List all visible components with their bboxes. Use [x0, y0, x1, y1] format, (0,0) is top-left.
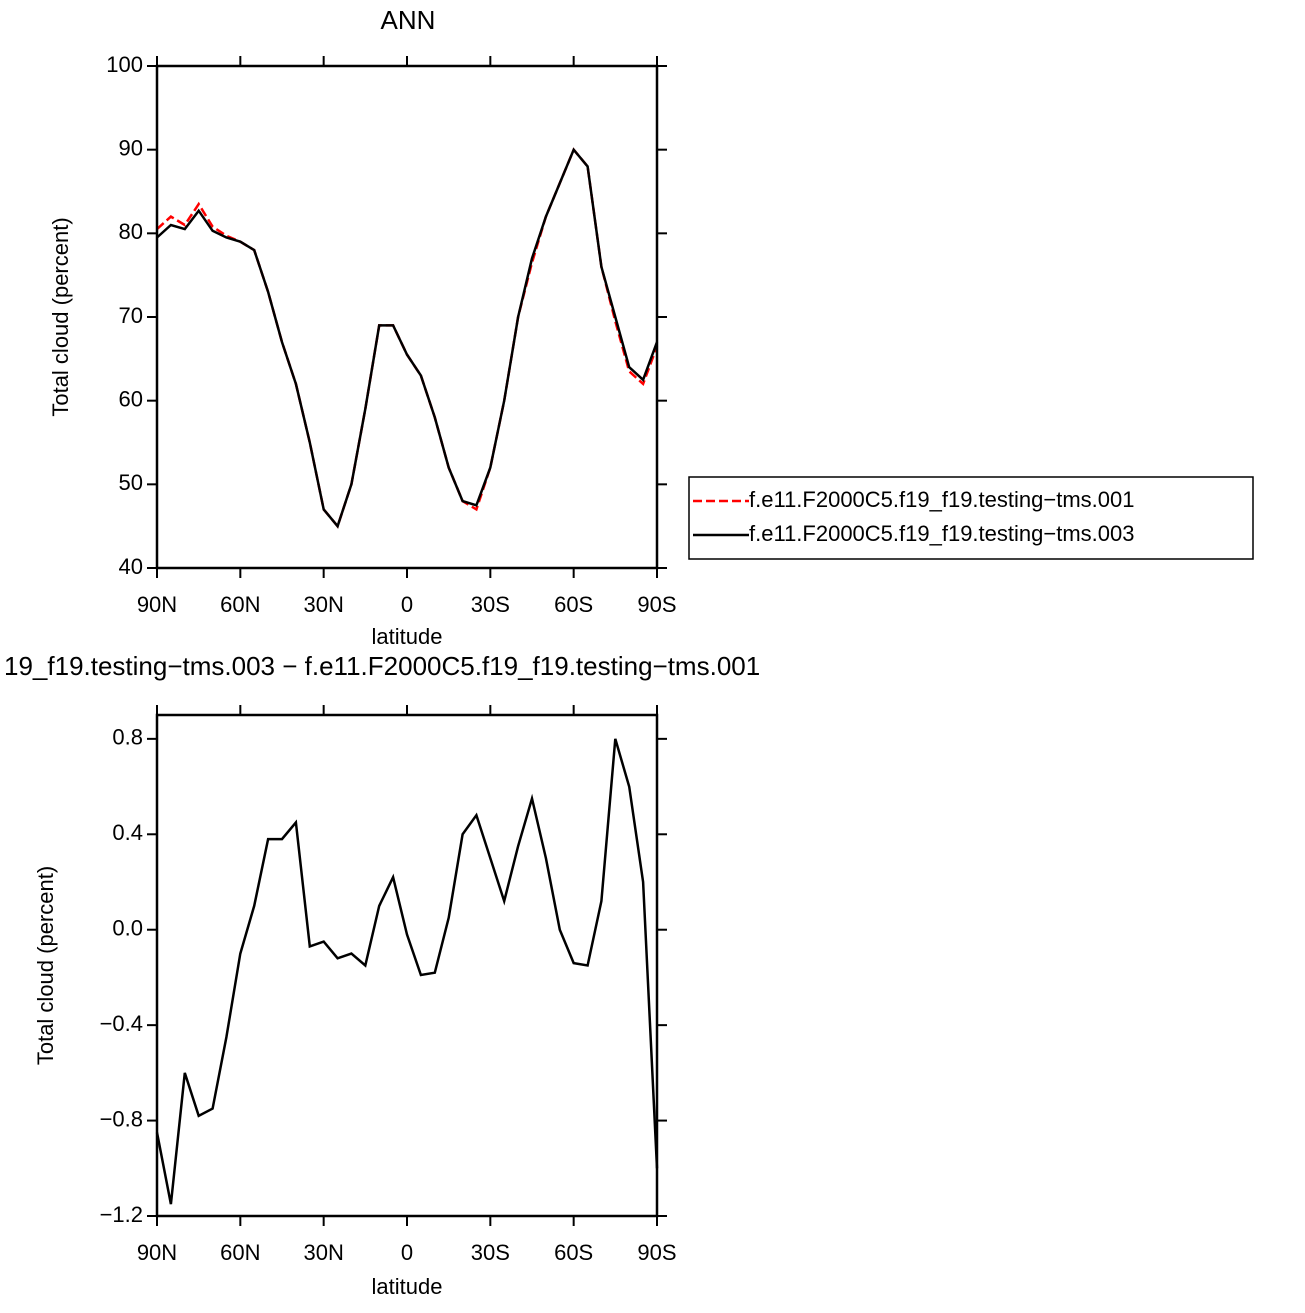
y-axis-label: Total cloud (percent) [33, 866, 58, 1065]
legend-label: f.e11.F2000C5.f19_f19.testing−tms.001 [749, 487, 1134, 512]
x-tick-label: 90S [637, 1240, 676, 1265]
x-tick-label: 0 [401, 592, 413, 617]
y-tick-label: 40 [119, 554, 143, 579]
y-tick-label: 0.0 [112, 916, 143, 941]
x-tick-label: 60S [554, 592, 593, 617]
chart-title: 19_f19.testing−tms.003 − f.e11.F2000C5.f… [4, 651, 760, 681]
y-tick-label: 100 [106, 52, 143, 77]
legend-label: f.e11.F2000C5.f19_f19.testing−tms.003 [749, 521, 1134, 546]
x-tick-label: 60N [220, 1240, 260, 1265]
y-axis-label: Total cloud (percent) [48, 217, 73, 416]
y-tick-label: 0.8 [112, 725, 143, 750]
x-tick-label: 30S [471, 592, 510, 617]
x-tick-label: 30S [471, 1240, 510, 1265]
y-tick-label: −1.2 [100, 1202, 143, 1227]
y-tick-label: 80 [119, 219, 143, 244]
x-axis-label: latitude [372, 1274, 443, 1299]
x-tick-label: 90N [137, 592, 177, 617]
x-tick-label: 90N [137, 1240, 177, 1265]
plot-frame [155, 64, 659, 570]
x-axis-label: latitude [372, 624, 443, 649]
y-tick-label: −0.8 [100, 1106, 143, 1131]
data-line [156, 147, 659, 529]
x-tick-label: 0 [401, 1240, 413, 1265]
data-line [155, 738, 659, 1205]
x-tick-label: 30N [303, 1240, 343, 1265]
chart-title: ANN [381, 5, 436, 35]
y-tick-label: 0.4 [112, 820, 143, 845]
x-tick-label: 60N [220, 592, 260, 617]
legend-box [688, 476, 1254, 560]
y-tick-label: 90 [119, 135, 143, 160]
x-tick-label: 30N [303, 592, 343, 617]
data-line [156, 147, 659, 529]
y-tick-label: 60 [119, 386, 143, 411]
x-tick-label: 60S [554, 1240, 593, 1265]
y-tick-label: 50 [119, 470, 143, 495]
y-tick-label: −0.4 [100, 1011, 143, 1036]
y-tick-label: 70 [119, 303, 143, 328]
x-tick-label: 90S [637, 592, 676, 617]
plot-frame [155, 713, 659, 1218]
